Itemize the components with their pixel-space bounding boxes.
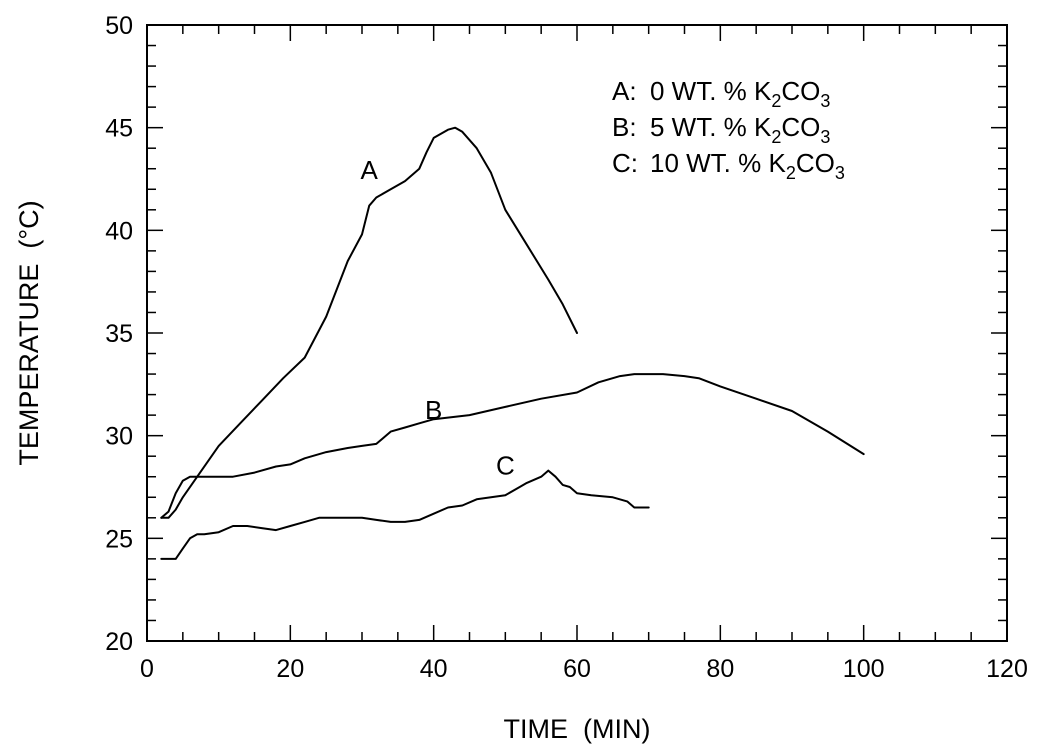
legend-key: B:: [612, 112, 637, 142]
legend-text-part: 5 WT. % K: [650, 112, 772, 142]
x-tick-labels: 0 20 40 60 80 100 120: [140, 655, 1028, 683]
legend-text-part: CO: [781, 112, 820, 142]
legend-key: C:: [612, 148, 638, 178]
x-tick-label: 100: [843, 655, 885, 683]
legend-text-part: 0 WT. % K: [650, 76, 772, 106]
curve-label-a: A: [360, 155, 378, 185]
y-tick-label: 25: [105, 525, 133, 553]
legend-subscript: 3: [820, 127, 830, 147]
y-tick-label: 40: [105, 217, 133, 245]
x-tick-label: 80: [706, 655, 734, 683]
legend-entry-text: 5 WT. % K2CO3: [650, 112, 830, 147]
curve-label-b: B: [425, 395, 442, 425]
y-tick-label: 45: [105, 115, 133, 143]
legend-subscript: 2: [786, 163, 796, 183]
y-tick-labels: 20 25 30 35 40 45 50: [105, 12, 133, 656]
legend-key: A:: [612, 76, 637, 106]
x-tick-label: 20: [276, 655, 304, 683]
legend-subscript: 2: [771, 127, 781, 147]
y-tick-label: 50: [105, 12, 133, 40]
series-line-c: [160, 469, 650, 560]
axis-ticks: [146, 24, 1008, 642]
legend-text-part: 10 WT. % K: [650, 148, 786, 178]
legend-entry-text: 0 WT. % K2CO3: [650, 76, 830, 111]
y-tick-label: 35: [105, 320, 133, 348]
curve-labels: A B C: [360, 155, 514, 481]
legend-subscript: 3: [820, 91, 830, 111]
y-axis-title: TEMPERATURE (°C): [14, 200, 44, 465]
x-tick-label: 120: [986, 655, 1028, 683]
x-tick-label: 40: [420, 655, 448, 683]
x-tick-label: 0: [140, 655, 154, 683]
series-group: [160, 126, 865, 560]
x-tick-label: 60: [563, 655, 591, 683]
legend-entry-text: 10 WT. % K2CO3: [650, 148, 845, 183]
y-tick-label: 30: [105, 423, 133, 451]
legend-subscript: 3: [835, 163, 845, 183]
series-line-a: [160, 126, 578, 519]
legend-text-part: CO: [796, 148, 835, 178]
legend-text-part: CO: [781, 76, 820, 106]
series-line-b: [160, 373, 865, 519]
y-tick-label: 20: [105, 628, 133, 656]
legend-subscript: 2: [771, 91, 781, 111]
x-axis-title: TIME (MIN): [504, 714, 651, 744]
curve-label-c: C: [496, 451, 515, 481]
